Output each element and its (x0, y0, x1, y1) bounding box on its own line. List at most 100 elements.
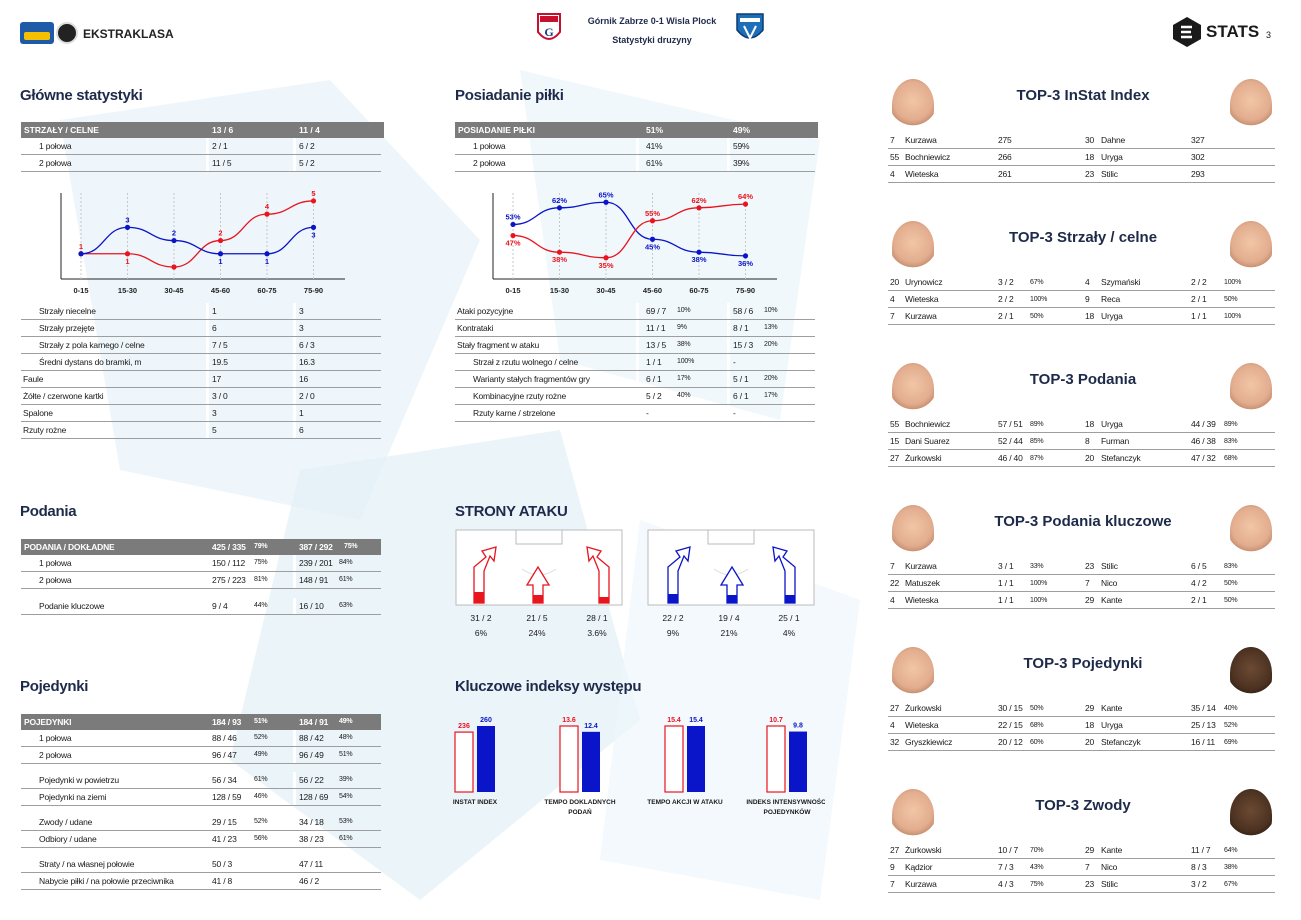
table-row: Pojedynki w powietrzu 56 / 34 61% 56 / 22 39… (21, 772, 381, 789)
table-row: Pojedynki na ziemi 128 / 59 46% 128 / 69 54% (21, 789, 381, 806)
table-row: Strzały z pola karnego / celne 7 / 5 6 / 3 (21, 337, 381, 354)
player-number: 7 (890, 135, 895, 145)
row-value: 15 / 3 (733, 340, 754, 350)
player-name: Żurkowski (905, 845, 942, 855)
table-header: POJEDYNKI 184 / 93 51% 184 / 91 49% (21, 714, 381, 730)
stats-emblem-icon (1173, 17, 1201, 47)
player-value: 50% (1224, 580, 1238, 587)
bar-home (664, 725, 684, 793)
table-row: 4 Wieteska 261 23 Stilic 293 (888, 166, 1275, 183)
table-row: Stały fragment w ataku 13 / 5 38% 15 / 3 20% (455, 337, 815, 354)
data-point (510, 221, 516, 228)
row-label: Strzał z rzutu wolnego / celne (473, 357, 579, 367)
main-stats-table: STRZAŁY / CELNE 13 / 6 11 / 4 1 połowa 2 … (21, 122, 384, 172)
category-label: TEMPO AKCJI W ATAKU (647, 799, 723, 806)
player-value: 275 (998, 135, 1012, 145)
tick-label: 30-45 (596, 286, 615, 295)
row-value: 6 / 3 (299, 340, 315, 350)
player-value: 68% (1224, 455, 1238, 462)
row-percent: 9% (677, 324, 687, 331)
player-name: Uryga (1101, 419, 1123, 429)
table-header: POSIADANIE PIŁKI 51% 49% (455, 122, 818, 138)
row-value: 6 (212, 323, 217, 333)
top3-table: 27 Żurkowski 10 / 7 70% 29 Kante 11 / 7 64% 9 Kąd… (888, 842, 1275, 893)
player-number: 23 (1085, 561, 1095, 571)
player-name: Żurkowski (905, 703, 942, 713)
row-percent: 61% (339, 835, 353, 842)
top3-title: TOP-3 Zwody (1035, 797, 1131, 814)
player-value: 47 / 32 (1191, 453, 1216, 463)
series-line (512, 203, 746, 259)
player-value: 2 / 1 (1191, 294, 1207, 304)
bar-label: 236 (458, 723, 470, 730)
data-label: 64% (738, 192, 753, 201)
table-row: Żółte / czerwone kartki 3 / 0 2 / 0 (21, 388, 381, 405)
player-value: 30 / 15 (998, 703, 1023, 713)
row-value: 96 / 49 (299, 750, 324, 760)
table-row: Kontrataki 11 / 1 9% 8 / 1 13% (455, 320, 815, 337)
row-percent: 75% (254, 559, 268, 566)
player-name: Kądzior (905, 862, 933, 872)
possession-table: POSIADANIE PIŁKI 51% 49% 1 połowa 41% 59% 2… (455, 122, 818, 172)
player-value: 3 / 2 (998, 277, 1014, 287)
table-row: Ataki pozycyjne 69 / 7 10% 58 / 6 10% (455, 303, 815, 320)
data-point (556, 249, 563, 255)
top3-title: TOP-3 Pojedynki (1023, 655, 1143, 672)
player-value: 87% (1030, 455, 1044, 462)
table-row: Nabycie piłki / na połowie przeciwnika 41… (21, 873, 381, 890)
attack-percent: 6% (475, 628, 488, 638)
top3-table: 20 Urynowicz 3 / 2 67% 4 Szymański 2 / 2 100% 4 W… (888, 274, 1275, 325)
player-name: Stefanczyk (1101, 453, 1141, 463)
table-row: 2 połowa 11 / 5 5 / 2 (21, 155, 381, 172)
table-row: 55 Bochniewicz 266 18 Uryga 302 (888, 149, 1275, 166)
table-row: Straty / na własnej połowie 50 / 3 47 / 11 (21, 856, 381, 873)
page-number: 3 (1266, 30, 1272, 40)
row-label: 1 połowa (39, 733, 72, 743)
data-point (264, 251, 270, 257)
match-title: Górnik Zabrze 0-1 Wisla Plock (587, 16, 717, 26)
player-name: Uryga (1101, 152, 1123, 162)
top3-panel: TOP-3 Podania 55 Bochniewicz 57 / 51 89% 18 Ur… (888, 363, 1278, 478)
row-percent: 20% (764, 341, 778, 348)
tick-label: 75-90 (736, 286, 755, 295)
player-value: 100% (1030, 580, 1048, 587)
player-value: 7 / 3 (998, 862, 1014, 872)
attack-share-fill (599, 597, 609, 603)
player-name: Nico (1101, 578, 1118, 588)
table-row: Faule 17 16 (21, 371, 381, 388)
attack-count: 19 / 4 (718, 613, 740, 623)
player-value: 85% (1030, 438, 1044, 445)
row-label: Warianty stałych fragmentów gry (473, 374, 590, 384)
row-value: 11 / 1 (646, 323, 666, 333)
row-value: 5 / 2 (646, 391, 662, 401)
data-label: 62% (691, 196, 706, 205)
player-value: 46 / 40 (998, 453, 1023, 463)
top3-panel: TOP-3 Podania kluczowe 7 Kurzawa 3 / 1 33% 23… (888, 505, 1278, 620)
player-name: Kante (1101, 595, 1123, 605)
row-value: 6 (299, 425, 304, 435)
table-row: 27 Żurkowski 30 / 15 50% 29 Kante 35 / 14 40% (888, 700, 1275, 717)
category-label: TEMPO DOKLADNYCH (544, 799, 615, 806)
table-row: Odbiory / udane 41 / 23 56% 38 / 23 61% (21, 831, 381, 848)
data-point (556, 205, 563, 211)
table-row: 27 Żurkowski 46 / 40 87% 20 Stefanczyk 47 / 32… (888, 450, 1275, 467)
row-value: 69 / 7 (646, 306, 667, 316)
row-value: 11 / 5 (212, 158, 232, 168)
row-value: 88 / 42 (299, 733, 324, 743)
attack-count: 22 / 2 (662, 613, 684, 623)
player-value: 2 / 1 (998, 311, 1014, 321)
table-row: 4 Wieteska 22 / 15 68% 18 Uryga 25 / 13 52% (888, 717, 1275, 734)
attack-percent: 21% (720, 628, 737, 638)
tick-label: 60-75 (689, 286, 708, 295)
player-value: 22 / 15 (998, 720, 1023, 730)
data-point (217, 251, 224, 257)
player-name: Żurkowski (905, 453, 942, 463)
row-label: 1 połowa (39, 141, 72, 151)
player-name: Szymański (1101, 277, 1141, 287)
row-percent: 56% (254, 835, 268, 842)
top3-title: TOP-3 Podania kluczowe (994, 513, 1172, 530)
row-value: 58 / 6 (733, 306, 754, 316)
row-label: Zwody / udane (39, 817, 93, 827)
row-value: 61% (646, 158, 663, 168)
row-percent: 84% (339, 559, 353, 566)
